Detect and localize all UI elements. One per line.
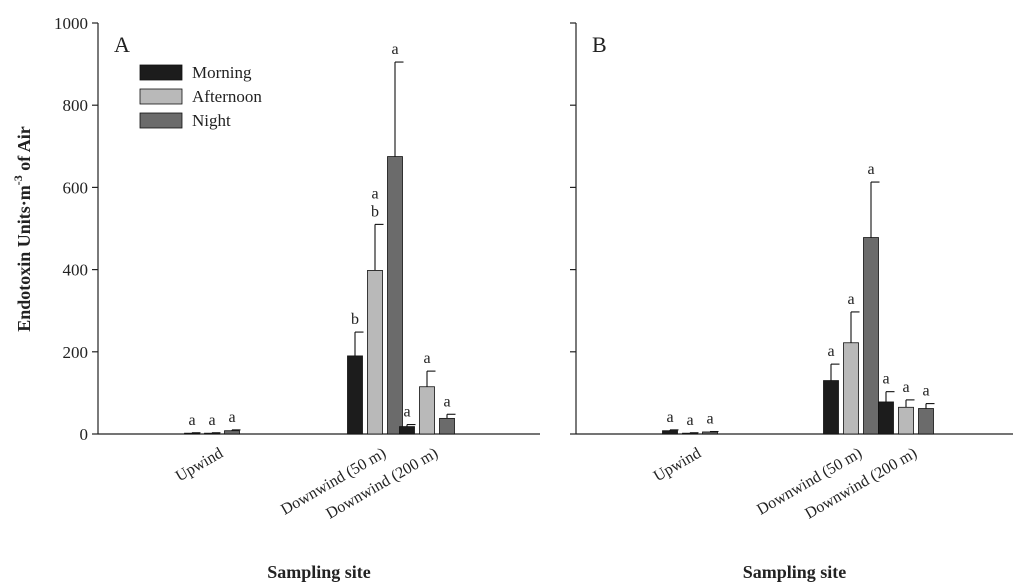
bar — [224, 430, 240, 435]
significance-letter: a — [882, 371, 889, 388]
y-axis-title-exponent: -3 — [11, 175, 25, 185]
y-tick-label: 200 — [63, 343, 89, 362]
x-axis-title: Sampling site — [267, 562, 371, 582]
bar — [823, 380, 839, 435]
bar — [918, 408, 934, 435]
significance-letter: a — [371, 185, 378, 202]
bar — [387, 156, 403, 435]
y-tick-label: 400 — [63, 261, 89, 280]
significance-letter: a — [391, 41, 398, 58]
y-axis-title-rest: of Air — [14, 126, 34, 175]
y-axis-title: Endotoxin Units·m-3 of Air — [11, 126, 34, 332]
x-axis-title: Sampling site — [743, 562, 847, 582]
significance-letter: b — [351, 311, 359, 328]
significance-letter: a — [188, 412, 195, 429]
significance-letter: a — [902, 379, 909, 396]
x-tick-label: Upwind — [651, 445, 704, 486]
significance-letter: a — [867, 161, 874, 178]
significance-letter: a — [403, 404, 410, 421]
bar — [399, 426, 415, 435]
significance-letter: a — [686, 412, 693, 429]
significance-letter: a — [208, 412, 215, 429]
y-tick-label: 1000 — [54, 14, 88, 33]
bar — [439, 417, 455, 435]
legend-label: Morning — [192, 63, 252, 82]
significance-letter: a — [827, 343, 834, 360]
legend-swatch — [139, 112, 183, 129]
bar — [843, 342, 859, 435]
bar — [347, 355, 363, 435]
significance-letter: a — [847, 291, 854, 308]
bar — [878, 401, 894, 435]
bar — [419, 386, 435, 435]
significance-letter: b — [371, 203, 379, 220]
legend-label: Afternoon — [192, 87, 262, 106]
y-tick-label: 600 — [63, 178, 89, 197]
significance-letter: a — [443, 393, 450, 410]
bar — [702, 431, 718, 435]
legend-swatch — [139, 64, 183, 81]
legend: Morning Afternoon Night — [139, 63, 262, 130]
panel-label: A — [114, 32, 130, 57]
x-tick-label: Upwind — [173, 445, 226, 486]
y-tick-label: 800 — [63, 96, 89, 115]
y-axis-title-main: Endotoxin Units·m — [14, 185, 34, 332]
panel-label: B — [592, 32, 607, 57]
bar — [898, 406, 914, 435]
bar — [863, 237, 879, 435]
legend-label: Night — [192, 111, 231, 130]
bar — [367, 270, 383, 435]
significance-letter: a — [922, 383, 929, 400]
bar — [662, 430, 678, 435]
significance-letter: a — [228, 409, 235, 426]
svg-text:Endotoxin Units·m-3 of Air: Endotoxin Units·m-3 of Air — [11, 126, 34, 332]
legend-swatch — [139, 88, 183, 105]
y-tick-label: 0 — [80, 425, 89, 444]
significance-letter: a — [706, 411, 713, 428]
significance-letter: a — [423, 350, 430, 367]
significance-letter: a — [666, 409, 673, 426]
